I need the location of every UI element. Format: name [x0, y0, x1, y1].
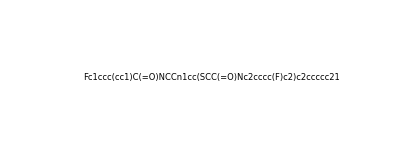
Text: Fc1ccc(cc1)C(=O)NCCn1cc(SCC(=O)Nc2cccc(F)c2)c2ccccc21: Fc1ccc(cc1)C(=O)NCCn1cc(SCC(=O)Nc2cccc(F… [83, 73, 340, 82]
